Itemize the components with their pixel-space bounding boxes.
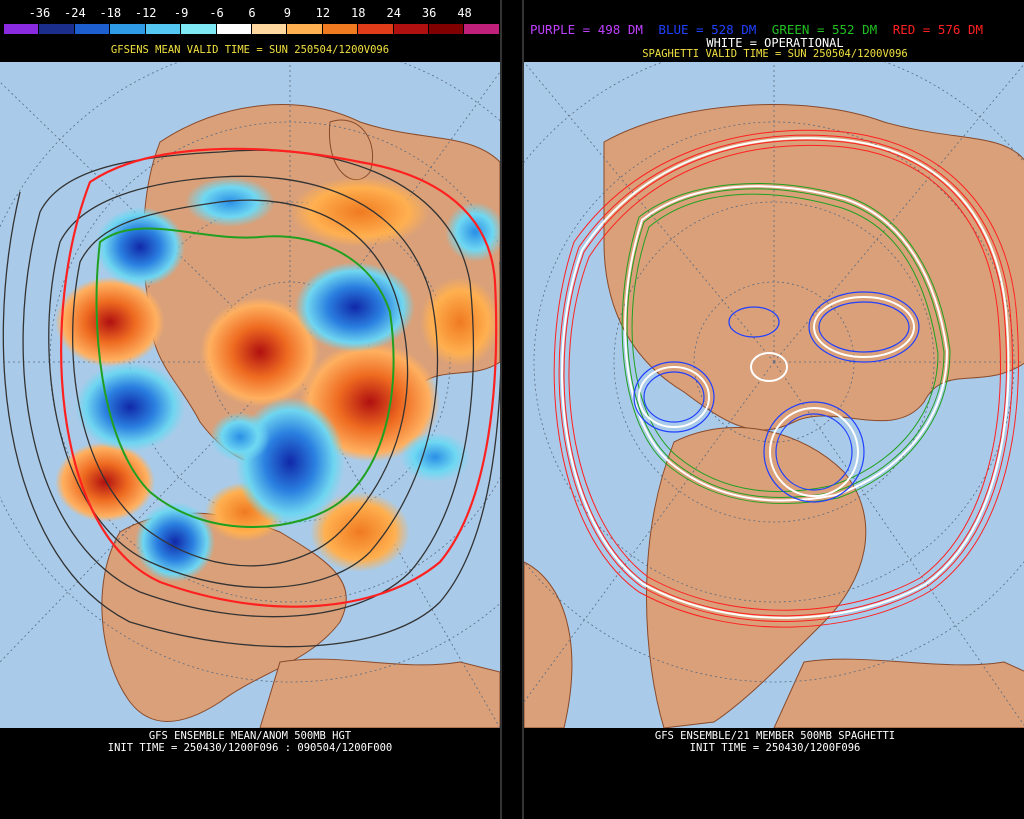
colorbar-swatch — [393, 24, 430, 34]
legend-blue: BLUE = 528 DM — [658, 22, 757, 37]
blue-operational — [638, 296, 915, 497]
operational-legend: WHITE = OPERATIONAL — [706, 36, 844, 50]
colorbar-tick-label: -24 — [64, 6, 86, 20]
anomaly-scale-labels: -36 -24 -18 -12 -9 -6 6 9 12 18 24 36 48 — [4, 6, 500, 20]
spaghetti-footer-title: GFS ENSEMBLE/21 MEMBER 500MB SPAGHETTI — [654, 730, 896, 742]
colorbar-tick-label: 24 — [386, 6, 401, 20]
colorbar-tick-label: -6 — [209, 6, 224, 20]
colorbar-swatch — [287, 24, 323, 34]
colorbar-tick-label: 6 — [248, 6, 256, 20]
red-576-contour — [60, 147, 498, 608]
colorbar-tick-label: -18 — [99, 6, 122, 20]
green-552-contour — [95, 227, 395, 528]
colorbar-tick-label: -9 — [173, 6, 189, 20]
colorbar-tick-label: 9 — [283, 6, 292, 20]
mean-valid-time-title: GFSENS MEAN VALID TIME = SUN 250504/1200… — [110, 44, 390, 56]
colorbar-swatch — [39, 24, 75, 34]
mean-footer-init-time: INIT TIME = 250430/1200F096 : 090504/120… — [107, 742, 393, 754]
continents — [524, 104, 1024, 728]
legend-red: RED = 576 DM — [892, 22, 983, 37]
colorbar-swatch — [181, 24, 217, 34]
colorbar-swatch — [464, 24, 500, 34]
anomaly-colorbar — [4, 24, 500, 34]
spaghetti-panel: PURPLE = 498 DM BLUE = 528 DM GREEN = 55… — [522, 0, 1024, 819]
graticule — [524, 62, 1024, 726]
mean-footer-title: GFS ENSEMBLE MEAN/ANOM 500MB HGT — [148, 730, 352, 742]
legend-purple: PURPLE = 498 DM — [530, 22, 643, 37]
colorbar-tick-label: 36 — [421, 6, 437, 20]
spaghetti-legend: PURPLE = 498 DM BLUE = 528 DM GREEN = 55… — [530, 22, 1022, 37]
colorbar-swatch — [358, 24, 394, 34]
colorbar-swatch — [4, 24, 40, 34]
spaghetti-footer-init-time: INIT TIME = 250430/1200F096 — [689, 742, 861, 754]
colorbar-swatch — [216, 24, 252, 34]
colorbar-tick-label: -12 — [134, 6, 157, 20]
colorbar-tick-label: 12 — [315, 6, 331, 20]
colorbar-swatch — [110, 24, 146, 34]
colorbar-tick-label: 18 — [351, 6, 366, 20]
red-operational — [561, 137, 1010, 619]
spaghetti-valid-time-title: SPAGHETTI VALID TIME = SUN 250504/1200V0… — [642, 48, 908, 60]
colorbar-swatch — [251, 24, 288, 34]
colorbar-swatch — [145, 24, 182, 34]
colorbar-swatch — [322, 24, 359, 34]
mean-anomaly-map — [0, 62, 500, 728]
colorbar-swatch — [74, 24, 111, 34]
ensemble-mean-panel: -36 -24 -18 -12 -9 -6 6 9 12 18 24 36 48 GFSENS MEAN… — [0, 0, 502, 819]
colorbar-tick-label: -36 — [28, 6, 51, 20]
green-operational — [624, 185, 949, 502]
colorbar-tick-label: 48 — [457, 6, 472, 20]
blue-528-spaghetti — [633, 291, 920, 503]
red-576-spaghetti — [553, 129, 1019, 628]
colorbar-swatch — [429, 24, 465, 34]
spaghetti-map — [524, 62, 1024, 728]
legend-green: GREEN = 552 DM — [771, 22, 878, 37]
